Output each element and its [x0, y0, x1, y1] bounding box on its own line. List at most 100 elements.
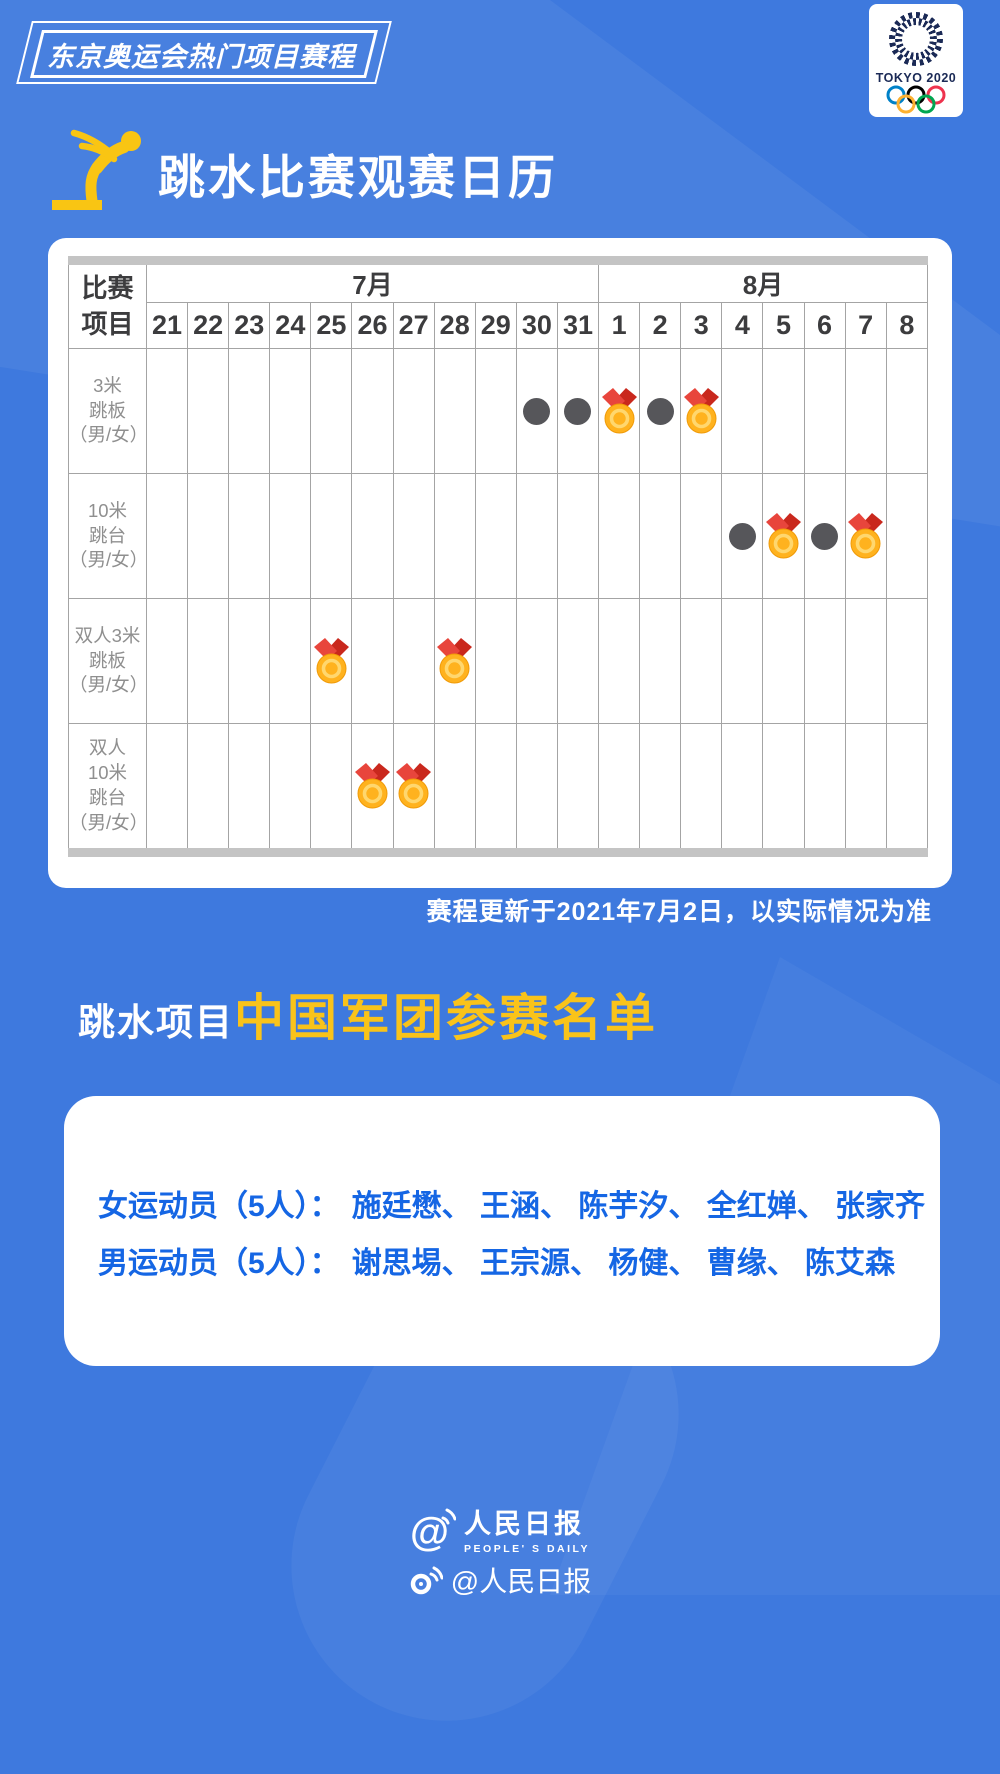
peoples-daily-logo: @ 人民日报 PEOPLE' S DAILY — [410, 1502, 590, 1555]
roster-line-names: 谢思埸、 王宗源、 杨健、 曹缘、 陈艾森 — [351, 1247, 896, 1280]
calendar-cell — [474, 723, 517, 853]
calendar-cell — [187, 723, 230, 853]
day-header: 25 — [310, 302, 353, 349]
calendar-cell — [680, 723, 723, 853]
day-header: 26 — [351, 302, 394, 349]
calendar-title-block: 跳水比赛观赛日历 — [52, 116, 558, 212]
event-label: 双人 10米 跳台 （男/女） — [68, 723, 148, 853]
calendar-cell — [187, 598, 230, 724]
calendar-cell — [351, 598, 394, 724]
day-header: 22 — [187, 302, 230, 349]
calendar-cell — [844, 473, 887, 599]
ribbon-box: 东京奥运会热门项目赛程 — [30, 30, 378, 78]
day-header: 1 — [598, 302, 641, 349]
calendar-cell — [351, 723, 394, 853]
day-header: 8 — [885, 302, 929, 349]
calendar-cell — [598, 598, 641, 724]
calendar-cell — [885, 473, 929, 599]
event-row: 双人3米 跳板 （男/女） — [68, 598, 929, 724]
olympic-rings-icon — [886, 85, 946, 114]
calendar-cell — [762, 473, 805, 599]
calendar-cell — [762, 598, 805, 724]
calendar-cell — [762, 348, 805, 474]
event-row: 10米 跳台 （男/女） — [68, 473, 929, 599]
calendar-cell — [310, 473, 353, 599]
tokyo2020-emblem-icon — [889, 12, 943, 66]
calendar-cell — [392, 723, 435, 853]
calendar-cell — [803, 723, 846, 853]
calendar-cell — [145, 723, 189, 853]
calendar-cell — [598, 348, 641, 474]
roster-line-label: 女运动员（5人）： — [98, 1190, 340, 1223]
calendar-cell — [803, 598, 846, 724]
calendar-cell — [310, 723, 353, 853]
day-header: 7 — [844, 302, 887, 349]
calendar-cell — [474, 598, 517, 724]
calendar-table: 比赛 项目 7月 8月 21 22 23 24 25 26 27 28 29 30 31 1 2 3 4 5 6 7 8 3米… — [68, 256, 929, 857]
roster-title-prefix: 跳水项目 — [78, 1002, 234, 1043]
calendar-cell — [392, 473, 435, 599]
weibo-handle: @人民日报 — [450, 1566, 592, 1597]
day-header: 28 — [433, 302, 476, 349]
calendar-cell — [762, 723, 805, 853]
calendar-cell — [392, 598, 435, 724]
day-header: 31 — [556, 302, 600, 349]
day-header: 21 — [145, 302, 189, 349]
calendar-cell — [433, 598, 476, 724]
calendar-cell — [351, 473, 394, 599]
calendar-cell — [556, 473, 600, 599]
calendar-cell — [721, 598, 764, 724]
calendar-cell — [269, 598, 312, 724]
roster-lines: 女运动员（5人）： 施廷懋、 王涵、 陈芋汐、 全红婵、 张家齐 男运动员（5人）：… — [98, 1178, 926, 1292]
session-dot-icon — [811, 522, 839, 550]
gold-medal-icon — [355, 763, 391, 809]
month-header: 7月 — [145, 260, 600, 303]
calendar-cell — [145, 598, 189, 724]
event-row: 3米 跳板 （男/女） — [68, 348, 929, 474]
calendar-cell — [433, 473, 476, 599]
calendar-cell — [639, 598, 682, 724]
brand-name-en: PEOPLE' S DAILY — [464, 1543, 590, 1555]
day-header: 2 — [639, 302, 682, 349]
calendar-cell — [844, 598, 887, 724]
ribbon-title: 东京奥运会热门项目赛程 — [45, 41, 362, 72]
roster-line-names: 施廷懋、 王涵、 陈芋汐、 全红婵、 张家齐 — [351, 1190, 926, 1223]
session-dot-icon — [523, 397, 551, 425]
event-label: 3米 跳板 （男/女） — [68, 348, 148, 474]
calendar-cell — [515, 723, 558, 853]
tokyo2020-logo-card: TOKYO 2020 — [869, 4, 963, 117]
corner-label: 比赛 项目 — [68, 260, 147, 349]
gold-medal-icon — [848, 513, 884, 559]
calendar-cell — [721, 348, 764, 474]
calendar-cell — [145, 473, 189, 599]
session-dot-icon — [728, 522, 756, 550]
gold-medal-icon — [601, 388, 637, 434]
schedule-note: 赛程更新于2021年7月2日，以实际情况为准 — [426, 898, 932, 926]
calendar-cell — [269, 348, 312, 474]
calendar-cell — [556, 348, 600, 474]
calendar-cell — [145, 348, 189, 474]
calendar-cell — [310, 598, 353, 724]
day-header: 3 — [680, 302, 723, 349]
day-header: 23 — [228, 302, 271, 349]
calendar-cell — [310, 348, 353, 474]
at-megaphone-icon: @ — [410, 1508, 457, 1553]
svg-text:@: @ — [410, 1510, 449, 1553]
calendar-cell — [680, 473, 723, 599]
day-header: 4 — [721, 302, 764, 349]
brand-text-block: 人民日报 PEOPLE' S DAILY — [464, 1502, 590, 1555]
gold-medal-icon — [683, 388, 719, 434]
roster-title-block: 跳水项目 中国军团参赛名单 — [78, 978, 658, 1050]
calendar-cell — [803, 473, 846, 599]
roster-card: 女运动员（5人）： 施廷懋、 王涵、 陈芋汐、 全红婵、 张家齐 男运动员（5人）：… — [64, 1096, 940, 1366]
calendar-cell — [639, 348, 682, 474]
day-header: 24 — [269, 302, 312, 349]
calendar-cell — [515, 473, 558, 599]
calendar-cell — [187, 348, 230, 474]
calendar-cell — [474, 348, 517, 474]
calendar-cell — [187, 473, 230, 599]
calendar-cell — [228, 723, 271, 853]
diver-icon — [52, 129, 141, 210]
calendar-cell — [228, 598, 271, 724]
calendar-cell — [680, 598, 723, 724]
